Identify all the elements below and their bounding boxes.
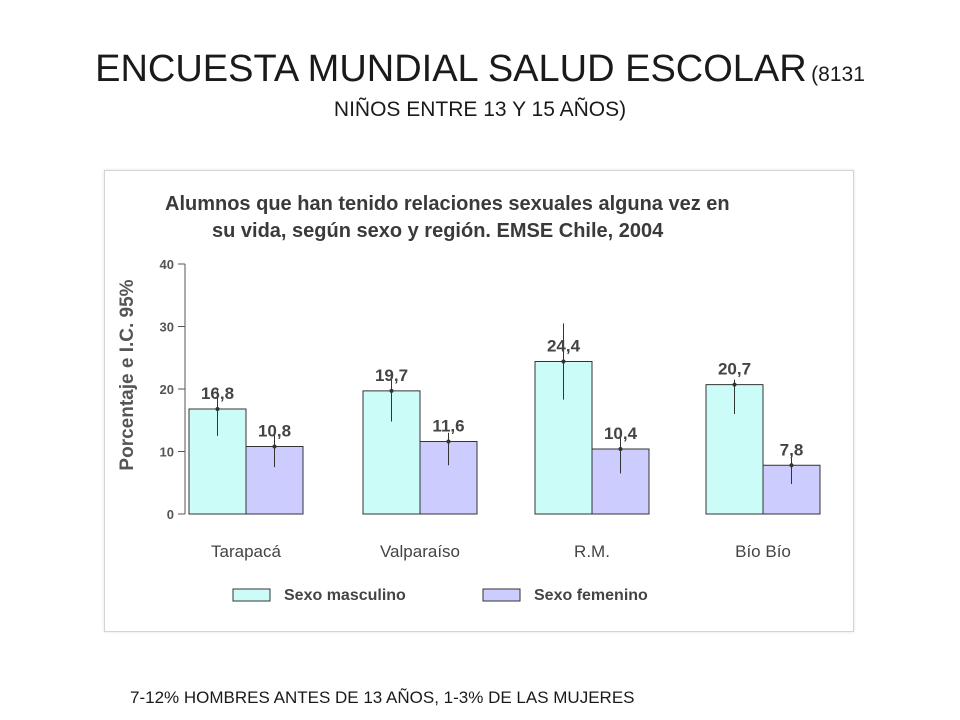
y-tick-label: 0 bbox=[167, 507, 174, 522]
y-tick-label: 30 bbox=[160, 320, 174, 335]
bar-point bbox=[215, 407, 220, 411]
x-category-label: Bío Bío bbox=[735, 542, 791, 561]
data-label: 20,7 bbox=[718, 360, 751, 379]
y-tick-label: 40 bbox=[160, 257, 174, 272]
data-label: 19,7 bbox=[375, 366, 408, 385]
data-label: 10,8 bbox=[258, 422, 291, 441]
legend-swatch bbox=[482, 588, 521, 602]
x-category-label: Valparaíso bbox=[380, 542, 460, 561]
x-category-label: R.M. bbox=[574, 542, 610, 561]
bar-point bbox=[789, 463, 794, 468]
bar-masculino bbox=[188, 408, 247, 515]
bar-point bbox=[446, 439, 451, 444]
footnote: 7-12% HOMBRES ANTES DE 13 AÑOS, 1-3% DE … bbox=[130, 688, 635, 707]
y-axis-label: Porcentaje e I.C. 95% bbox=[117, 279, 138, 470]
bar-chart: 0 10 20 30 40 Porcentaje e I.C. 95% 16,8 10,8 Ta… bbox=[117, 257, 821, 604]
data-label: 11,6 bbox=[432, 417, 464, 436]
chart-title: Alumnos que han tenido relaciones sexual… bbox=[165, 191, 825, 245]
chart-title-line-1: Alumnos que han tenido relaciones sexual… bbox=[165, 193, 730, 215]
data-label: 16,8 bbox=[201, 384, 234, 403]
chart-title-line-2: su vida, según sexo y región. EMSE Chile… bbox=[212, 220, 664, 242]
bar-point bbox=[389, 388, 394, 393]
data-label: 10,4 bbox=[604, 424, 638, 443]
bar-point bbox=[561, 359, 566, 364]
bar-point bbox=[732, 382, 737, 387]
slide-title: ENCUESTA MUNDIAL SALUD ESCOLAR (8131 NIÑ… bbox=[0, 48, 960, 122]
y-tick-label: 10 bbox=[160, 445, 174, 460]
legend-label: Sexo femenino bbox=[534, 587, 648, 604]
bar-point bbox=[272, 444, 277, 449]
legend-swatch bbox=[232, 588, 271, 602]
slide-title-sub-line1: (8131 bbox=[811, 63, 865, 86]
x-category-label: Tarapacá bbox=[211, 542, 281, 561]
slide-title-sub-line2: NIÑOS ENTRE 13 Y 15 AÑOS) bbox=[333, 97, 627, 121]
data-label: 24,4 bbox=[547, 337, 581, 356]
slide-title-main: ENCUESTA MUNDIAL SALUD ESCOLAR bbox=[95, 48, 807, 90]
chart-panel: Alumnos que han tenido relaciones sexual… bbox=[104, 170, 854, 632]
bar-point bbox=[618, 447, 623, 451]
y-tick-label: 20 bbox=[160, 382, 174, 397]
legend-label: Sexo masculino bbox=[284, 587, 406, 604]
data-label: 7,8 bbox=[780, 440, 804, 459]
